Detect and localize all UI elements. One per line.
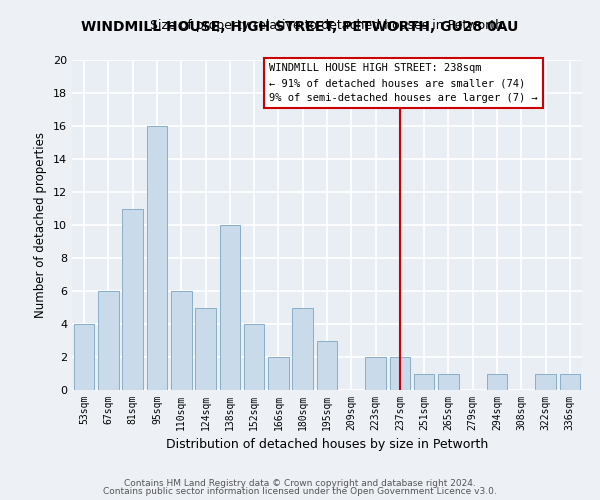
Bar [292,308,313,390]
Text: WINDMILL HOUSE, HIGH STREET, PETWORTH, GU28 0AU: WINDMILL HOUSE, HIGH STREET, PETWORTH, G… [82,20,518,34]
Bar [438,374,459,390]
Bar [317,340,337,390]
Bar [98,291,119,390]
Bar [365,357,386,390]
Bar [146,126,167,390]
Bar [122,208,143,390]
Bar [268,357,289,390]
Text: WINDMILL HOUSE HIGH STREET: 238sqm
← 91% of detached houses are smaller (74)
9% : WINDMILL HOUSE HIGH STREET: 238sqm ← 91%… [269,64,538,103]
Bar [244,324,265,390]
Bar [389,357,410,390]
Text: Contains HM Land Registry data © Crown copyright and database right 2024.: Contains HM Land Registry data © Crown c… [124,478,476,488]
Bar [487,374,508,390]
Title: Size of property relative to detached houses in Petworth: Size of property relative to detached ho… [151,20,503,32]
Bar [74,324,94,390]
Bar [171,291,191,390]
Bar [195,308,216,390]
Bar [535,374,556,390]
Bar [220,225,240,390]
Text: Contains public sector information licensed under the Open Government Licence v3: Contains public sector information licen… [103,487,497,496]
Y-axis label: Number of detached properties: Number of detached properties [34,132,47,318]
X-axis label: Distribution of detached houses by size in Petworth: Distribution of detached houses by size … [166,438,488,452]
Bar [560,374,580,390]
Bar [414,374,434,390]
